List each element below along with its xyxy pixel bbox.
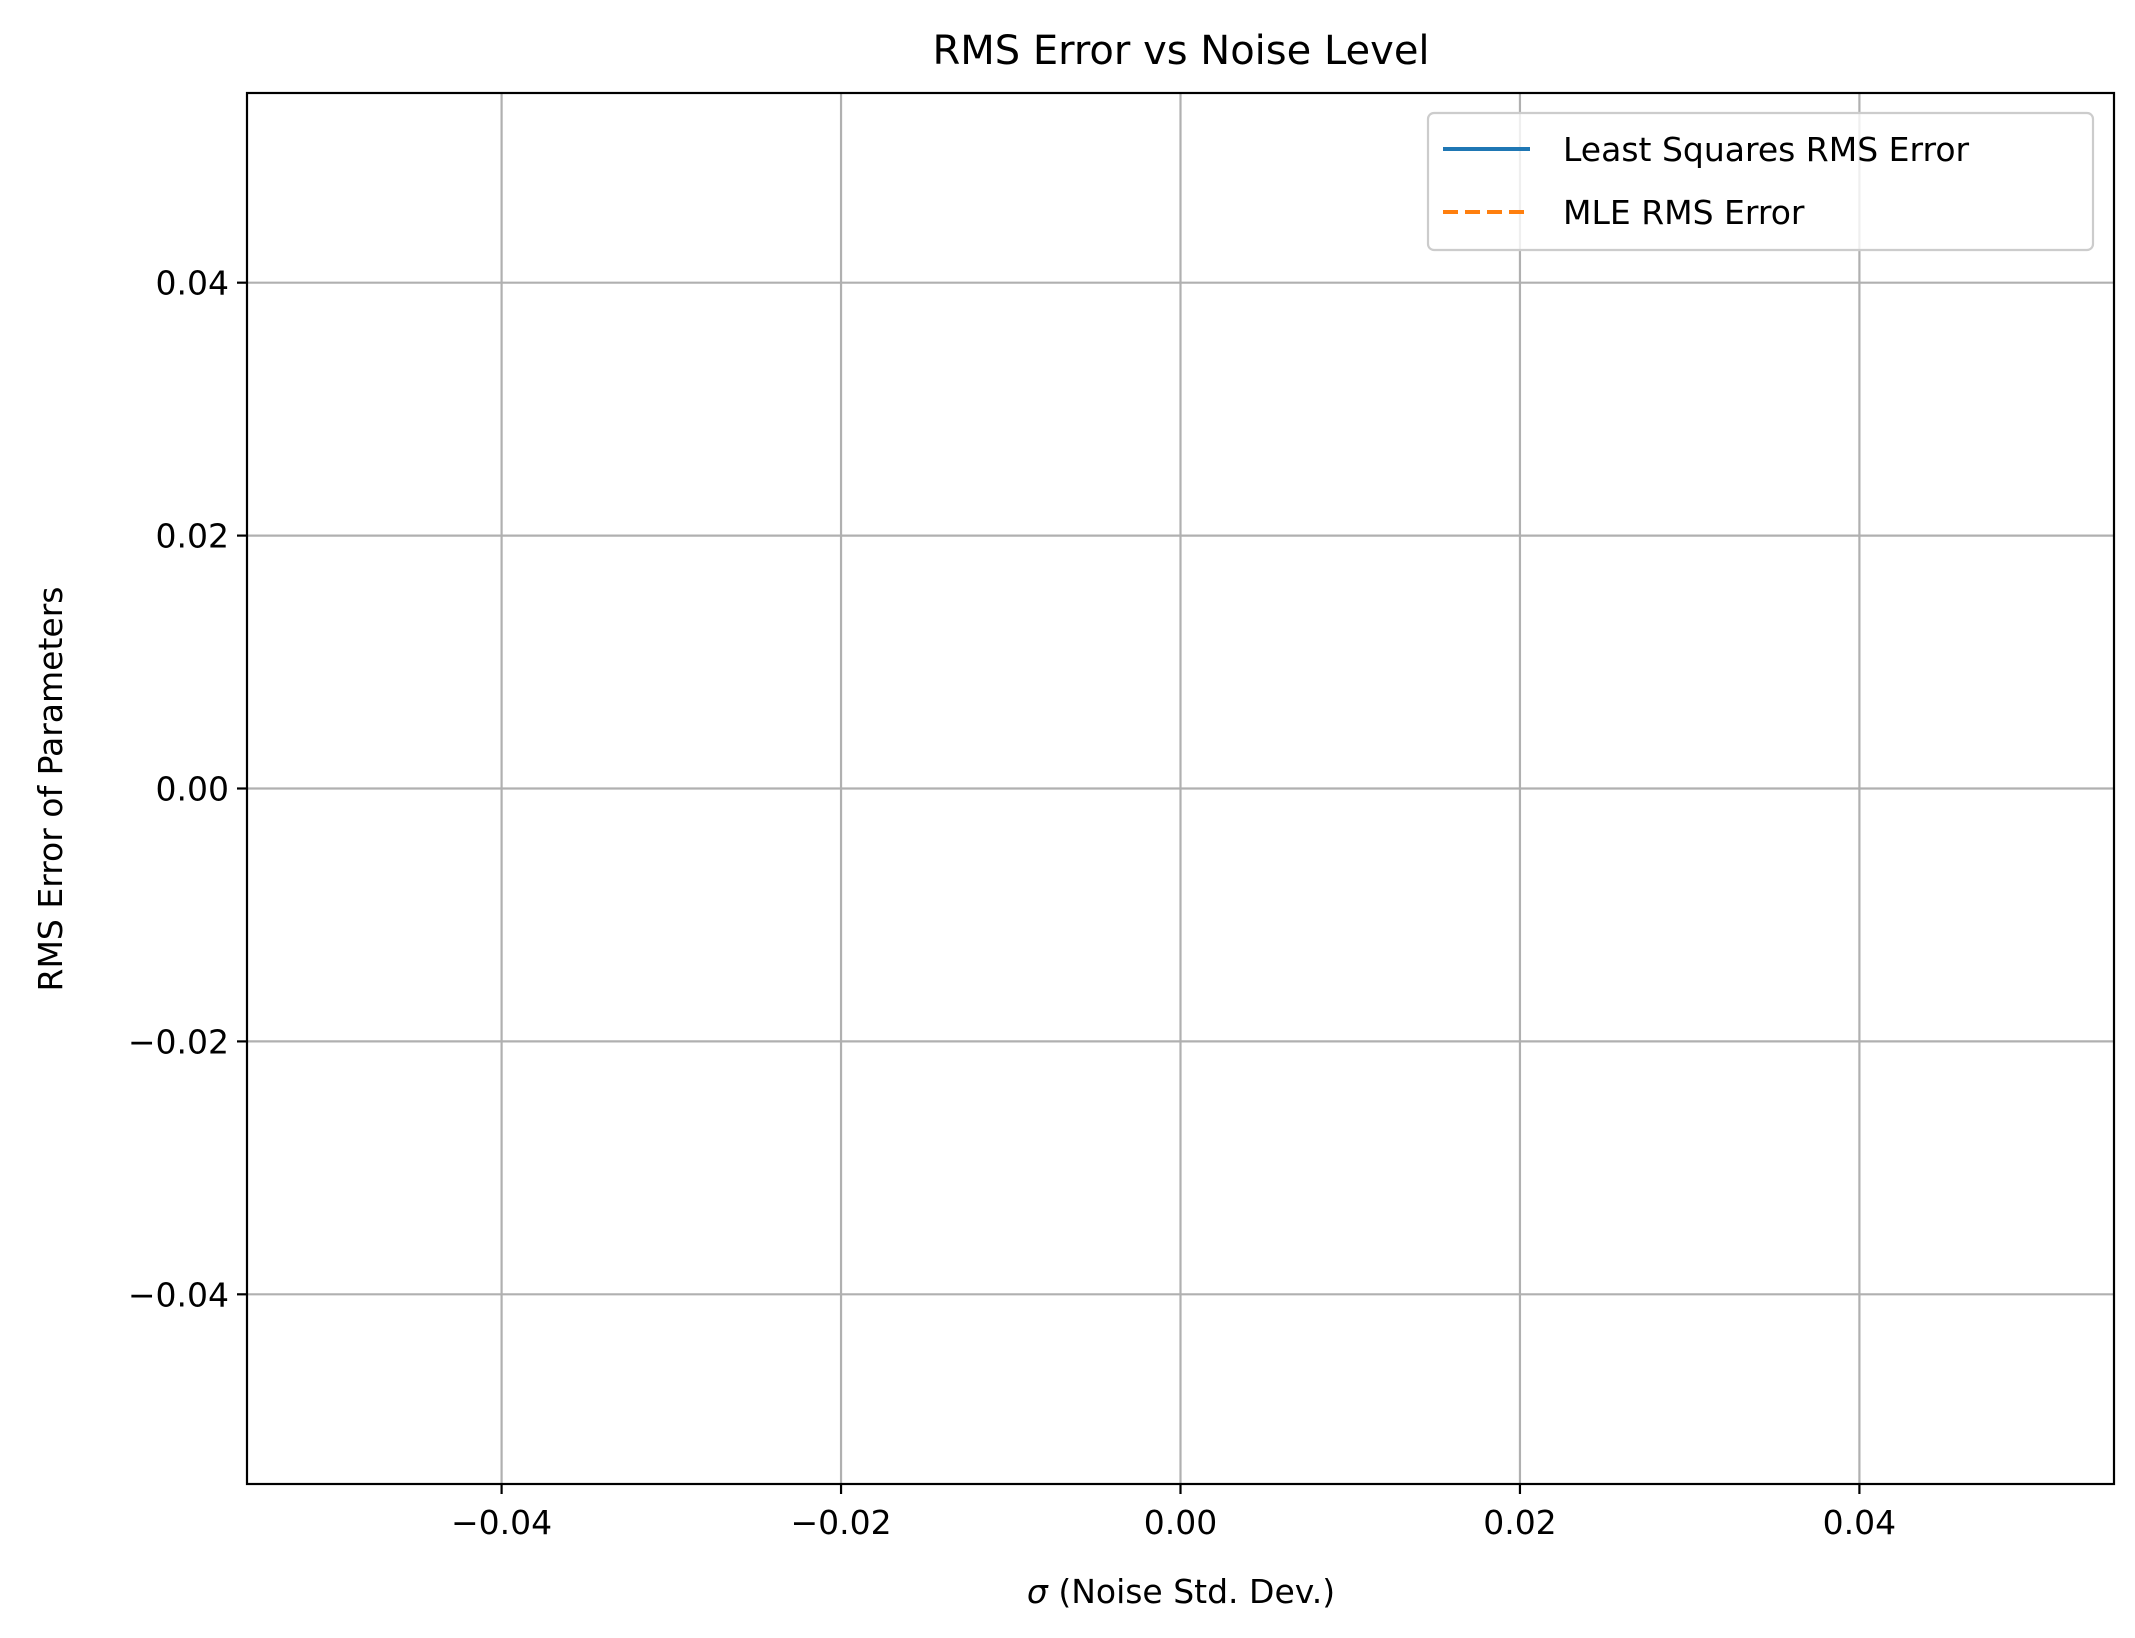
y-tick-label: −0.04 bbox=[128, 1275, 229, 1314]
y-tick-label: 0.04 bbox=[156, 264, 229, 303]
x-tick-label: −0.04 bbox=[451, 1503, 552, 1542]
legend: Least Squares RMS Error MLE RMS Error bbox=[1426, 111, 2095, 252]
x-tick-label: 0.02 bbox=[1483, 1503, 1556, 1542]
x-axis-label-symbol: σ bbox=[1027, 1572, 1049, 1611]
x-tick-label: 0.00 bbox=[1144, 1503, 1217, 1542]
y-tick-label: −0.02 bbox=[128, 1022, 229, 1061]
legend-label-0: Least Squares RMS Error bbox=[1563, 130, 1970, 169]
chart-title: RMS Error vs Noise Level bbox=[932, 28, 1429, 74]
y-tick-label: 0.02 bbox=[156, 517, 229, 556]
x-axis-label-text: (Noise Std. Dev.) bbox=[1048, 1572, 1335, 1611]
legend-label-1: MLE RMS Error bbox=[1563, 193, 1805, 232]
x-axis: −0.04 −0.02 0.00 0.02 0.04 bbox=[451, 1484, 1896, 1542]
y-tick-label: 0.00 bbox=[156, 770, 229, 809]
legend-box bbox=[1426, 111, 2095, 252]
x-axis-label: σ (Noise Std. Dev.) bbox=[1027, 1572, 1335, 1611]
x-tick-label: −0.02 bbox=[790, 1503, 891, 1542]
y-axis: −0.04 −0.02 0.00 0.02 0.04 bbox=[128, 264, 247, 1314]
y-axis-label: RMS Error of Parameters bbox=[31, 587, 70, 992]
x-tick-label: 0.04 bbox=[1823, 1503, 1896, 1542]
grid bbox=[247, 93, 2114, 1484]
